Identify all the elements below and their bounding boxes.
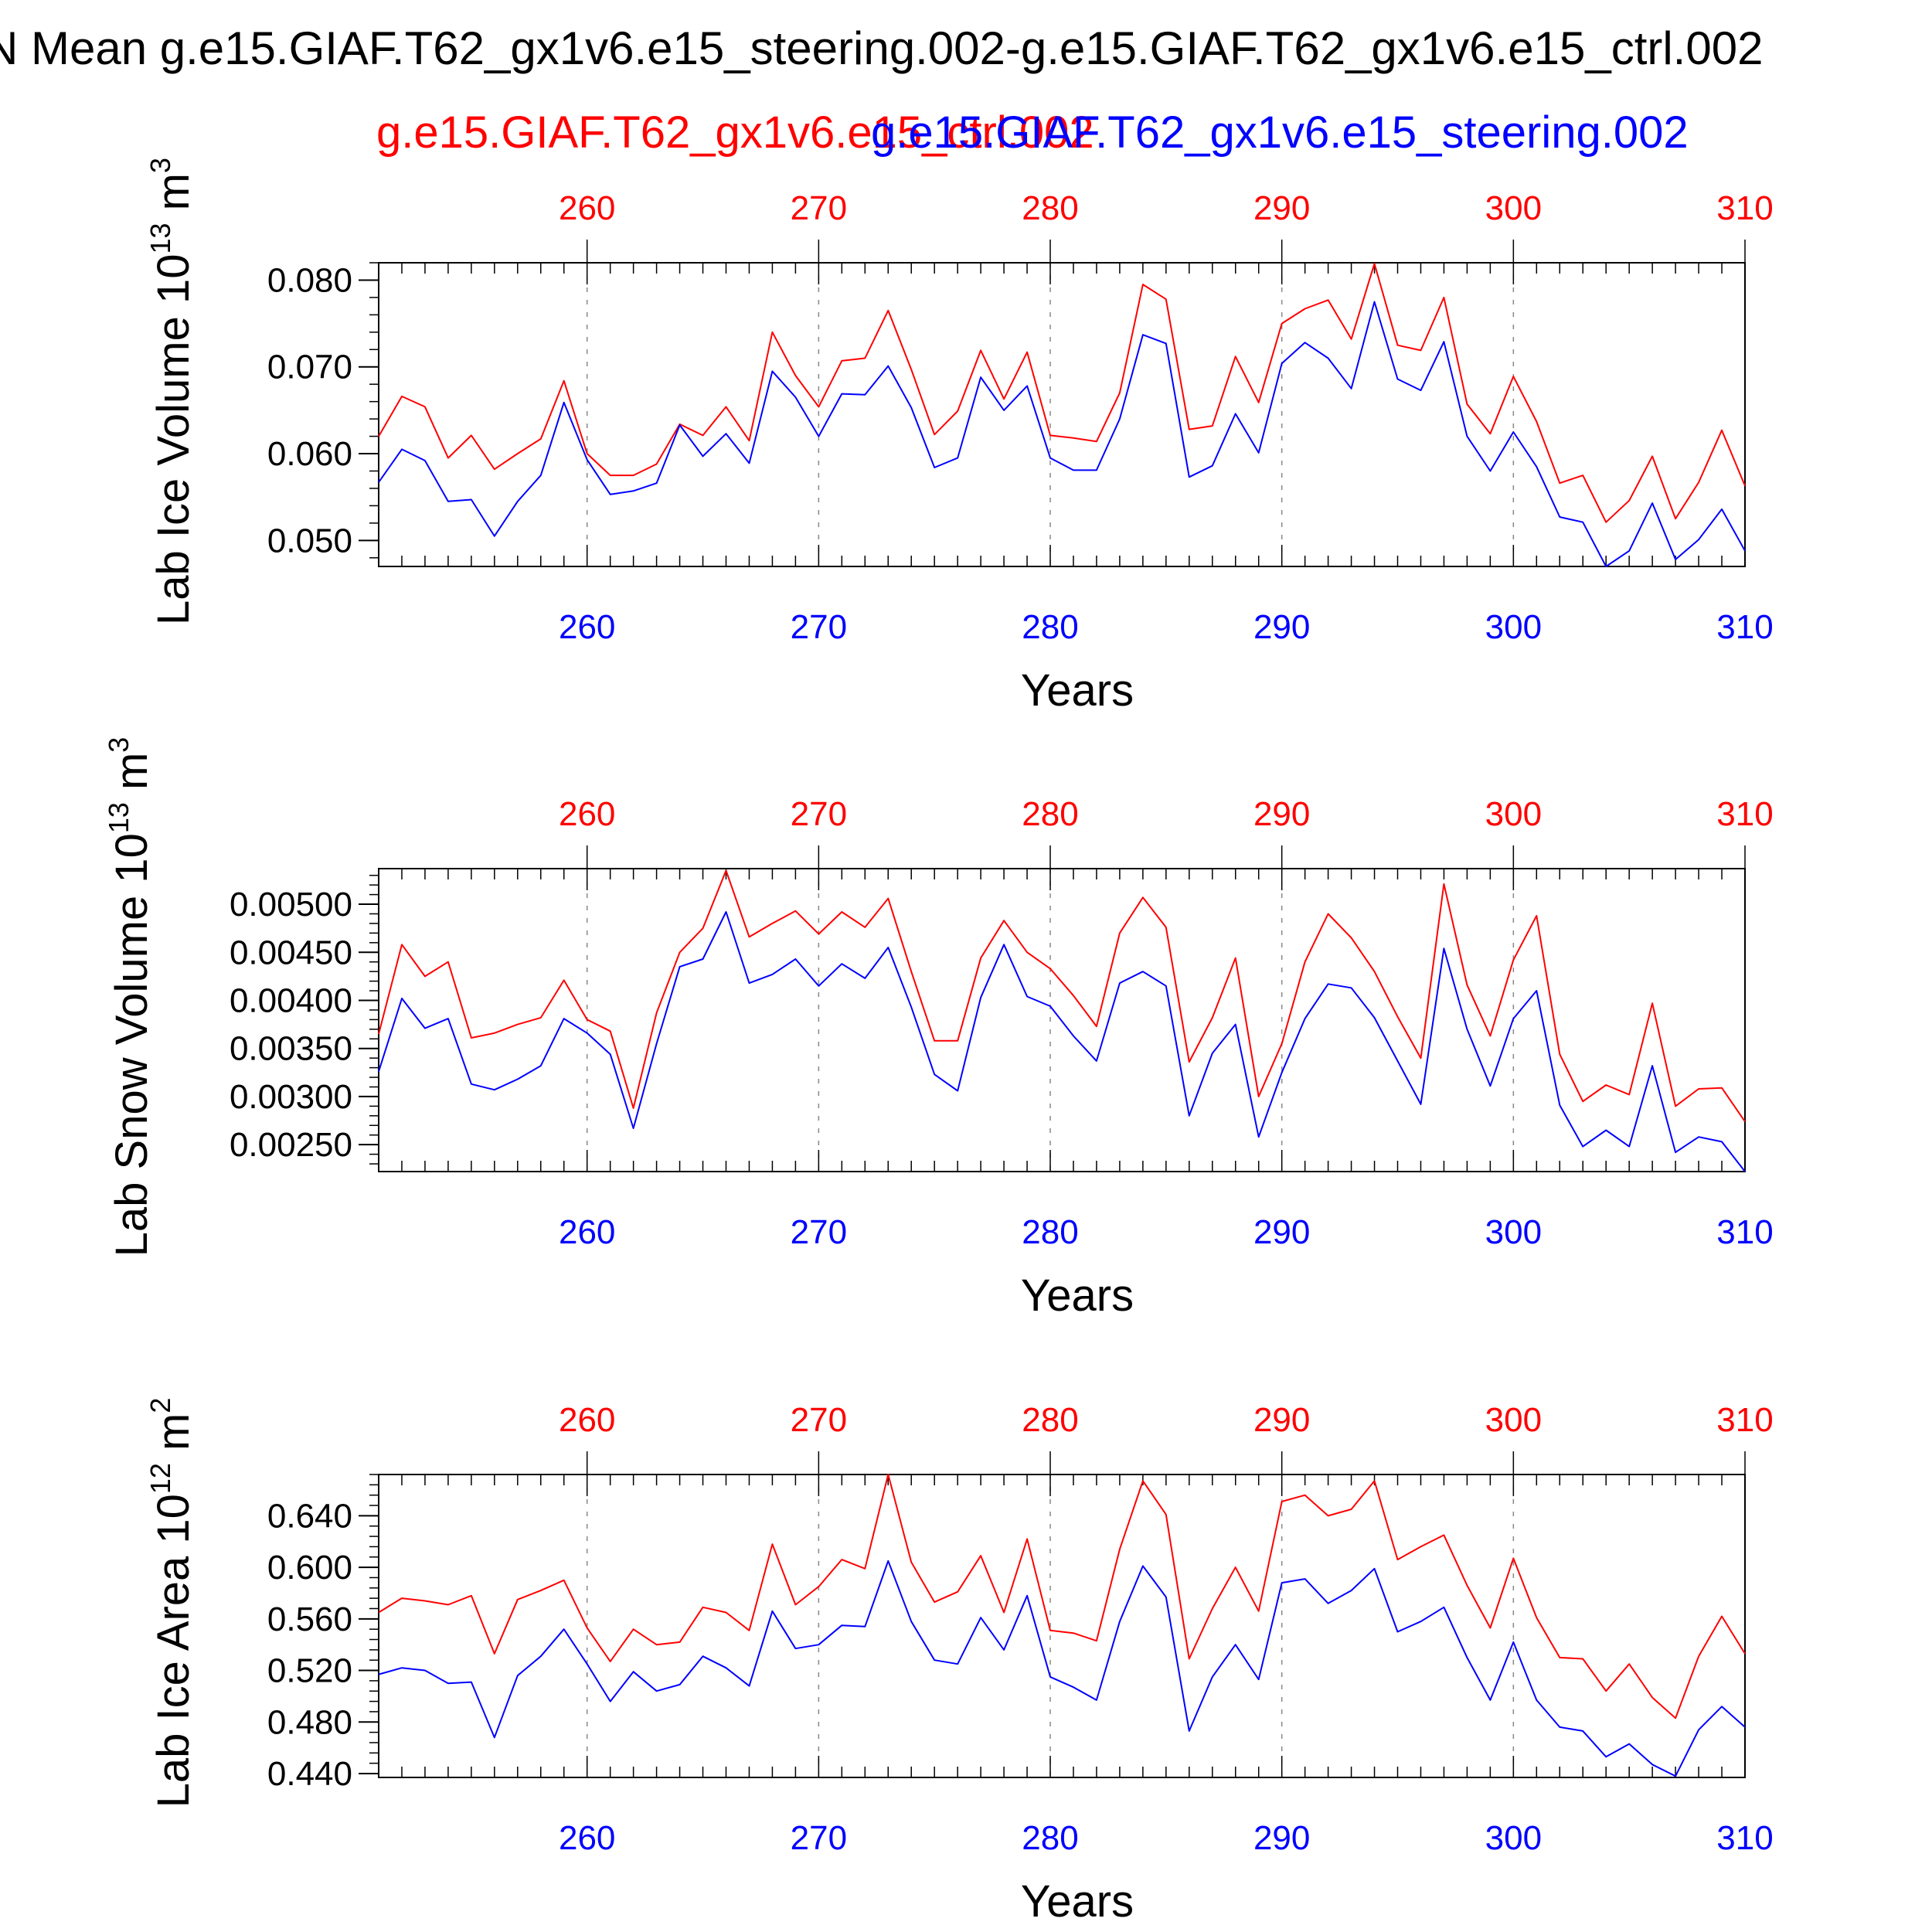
y-axis-title-part: Lab Ice Area 10 bbox=[148, 1494, 199, 1808]
series-line-ctrl bbox=[378, 1474, 1746, 1719]
x-tick-label-bottom: 300 bbox=[1485, 608, 1542, 646]
x-tick-label-bottom: 270 bbox=[791, 608, 847, 646]
x-tick-label-bottom: 280 bbox=[1022, 608, 1078, 646]
y-axis-title: Lab Ice Area 1012 m2 bbox=[145, 1398, 199, 1808]
legend-steering-label: g.e15.GIAF.T62_gx1v6.e15_steering.002 bbox=[871, 107, 1689, 158]
legend-ctrl-label: g.e15.GIAF.T62_gx1v6.e15_ctrl.002 bbox=[376, 107, 1094, 158]
y-axis-title: Lab Ice Volume 1013 m3 bbox=[145, 158, 199, 625]
y-axis-title-part: m bbox=[107, 753, 157, 802]
y-tick-label: 0.00500 bbox=[230, 886, 352, 923]
x-tick-label-bottom: 260 bbox=[559, 1213, 615, 1251]
x-tick-label-top: 290 bbox=[1253, 1401, 1310, 1439]
x-axis-title: Years bbox=[1021, 1876, 1134, 1927]
x-tick-label-top: 260 bbox=[559, 189, 615, 227]
y-tick-label: 0.480 bbox=[267, 1703, 352, 1741]
y-tick-label: 0.060 bbox=[267, 435, 352, 473]
x-tick-label-bottom: 270 bbox=[791, 1213, 847, 1251]
x-tick-label-top: 310 bbox=[1716, 1401, 1773, 1439]
series-line-steering bbox=[378, 911, 1746, 1172]
x-tick-label-bottom: 260 bbox=[559, 608, 615, 646]
y-axis-title-part: m bbox=[148, 173, 199, 223]
series-line-ctrl bbox=[378, 869, 1746, 1122]
y-axis-title-superscript: 13 bbox=[103, 802, 134, 833]
figure-title: N Mean g.e15.GIAF.T62_gx1v6.e15_steering… bbox=[0, 22, 1764, 74]
x-tick-label-top: 310 bbox=[1716, 795, 1773, 833]
y-tick-label: 0.00400 bbox=[230, 981, 352, 1019]
x-tick-label-bottom: 300 bbox=[1485, 1213, 1542, 1251]
chart-panel-2: 0.00250 0.00300 0.00350 0.00400 0.00450 0.005… bbox=[103, 737, 1774, 1321]
x-tick-label-top: 260 bbox=[559, 1401, 615, 1439]
x-tick-label-bottom: 260 bbox=[559, 1819, 615, 1857]
x-tick-label-top: 300 bbox=[1485, 1401, 1542, 1439]
x-tick-label-top: 290 bbox=[1253, 189, 1310, 227]
y-axis-title-superscript: 3 bbox=[145, 158, 176, 173]
y-tick-label: 0.440 bbox=[267, 1755, 352, 1793]
x-tick-label-bottom: 270 bbox=[791, 1819, 847, 1857]
y-tick-label: 0.520 bbox=[267, 1652, 352, 1690]
plot-frame bbox=[378, 262, 1746, 567]
series-line-steering bbox=[378, 301, 1746, 567]
y-tick-label: 0.560 bbox=[267, 1600, 352, 1638]
y-tick-label: 0.600 bbox=[267, 1549, 352, 1587]
y-tick-label: 0.00300 bbox=[230, 1078, 352, 1116]
x-tick-label-bottom: 290 bbox=[1253, 608, 1310, 646]
y-axis-title-superscript: 13 bbox=[145, 223, 176, 253]
y-tick-label: 0.00450 bbox=[230, 934, 352, 971]
x-tick-label-bottom: 310 bbox=[1716, 1213, 1773, 1251]
x-tick-label-top: 270 bbox=[791, 1401, 847, 1439]
x-tick-label-top: 300 bbox=[1485, 795, 1542, 833]
y-axis-title-part: Lab Ice Volume 10 bbox=[148, 254, 199, 625]
x-tick-label-top: 280 bbox=[1022, 795, 1078, 833]
series-line-steering bbox=[378, 1560, 1746, 1777]
y-tick-label: 0.080 bbox=[267, 261, 352, 299]
y-axis-title-superscript: 2 bbox=[145, 1398, 176, 1413]
plot-frame bbox=[378, 868, 1746, 1172]
chart-panel-1: 0.050 0.060 0.070 0.080 260 260 270 270 280 280 29… bbox=[145, 158, 1774, 716]
y-tick-label: 0.640 bbox=[267, 1497, 352, 1535]
series-line-ctrl bbox=[378, 263, 1746, 523]
chart-panel-3: 0.440 0.480 0.520 0.560 0.600 0.640 260 260 270 2… bbox=[145, 1398, 1774, 1927]
y-axis-title-part: Lab Snow Volume 10 bbox=[107, 833, 157, 1257]
y-axis-title-superscript: 3 bbox=[103, 737, 134, 753]
x-tick-label-top: 280 bbox=[1022, 1401, 1078, 1439]
y-tick-label: 0.00250 bbox=[230, 1126, 352, 1164]
x-tick-label-bottom: 280 bbox=[1022, 1819, 1078, 1857]
x-tick-label-top: 310 bbox=[1716, 189, 1773, 227]
x-axis-title: Years bbox=[1021, 1270, 1134, 1321]
x-tick-label-top: 280 bbox=[1022, 189, 1078, 227]
plot-frame bbox=[378, 1474, 1746, 1778]
x-tick-label-bottom: 290 bbox=[1253, 1819, 1310, 1857]
y-axis-title-part: m bbox=[148, 1413, 199, 1463]
x-tick-label-bottom: 280 bbox=[1022, 1213, 1078, 1251]
y-tick-label: 0.00350 bbox=[230, 1030, 352, 1068]
x-axis-title: Years bbox=[1021, 665, 1134, 716]
x-tick-label-bottom: 300 bbox=[1485, 1819, 1542, 1857]
x-tick-label-bottom: 310 bbox=[1716, 1819, 1773, 1857]
x-tick-label-bottom: 310 bbox=[1716, 608, 1773, 646]
y-tick-label: 0.050 bbox=[267, 522, 352, 560]
x-tick-label-top: 270 bbox=[791, 189, 847, 227]
x-tick-label-bottom: 290 bbox=[1253, 1213, 1310, 1251]
x-tick-label-top: 300 bbox=[1485, 189, 1542, 227]
x-tick-label-top: 260 bbox=[559, 795, 615, 833]
y-axis-title: Lab Snow Volume 1013 m3 bbox=[103, 737, 157, 1257]
x-tick-label-top: 290 bbox=[1253, 795, 1310, 833]
x-tick-label-top: 270 bbox=[791, 795, 847, 833]
y-tick-label: 0.070 bbox=[267, 349, 352, 386]
y-axis-title-superscript: 12 bbox=[145, 1463, 176, 1494]
